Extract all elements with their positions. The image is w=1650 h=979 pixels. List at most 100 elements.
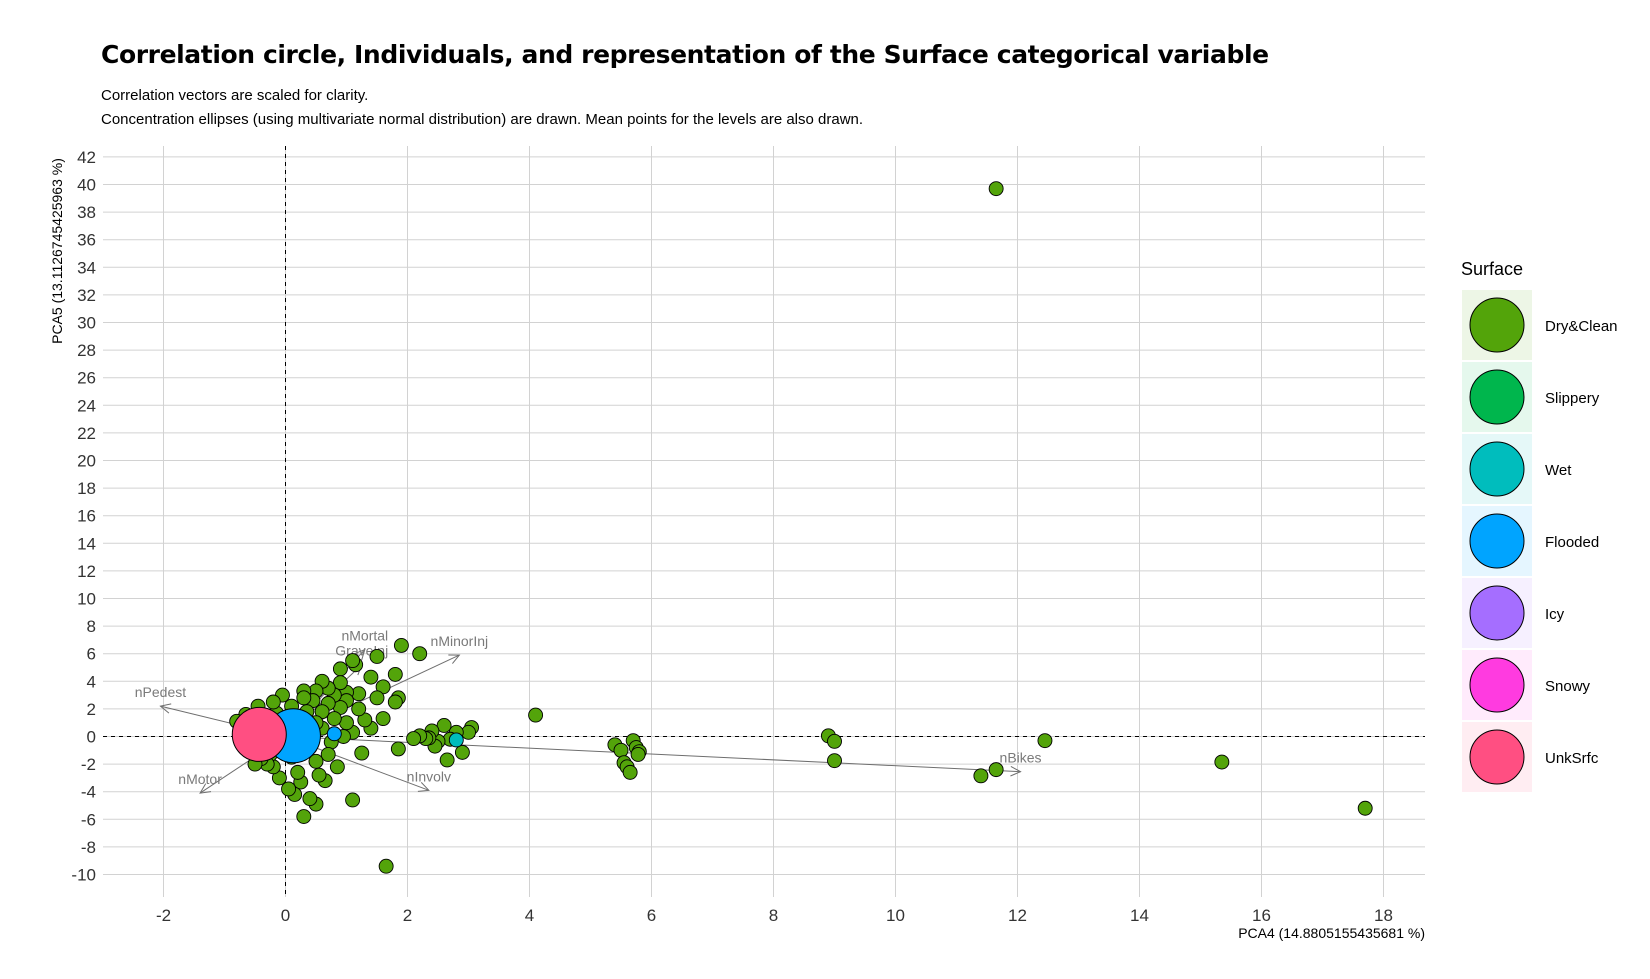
point-dryclean [988, 181, 1004, 197]
point-dryclean [302, 791, 318, 807]
point-dryclean [369, 690, 385, 706]
individual-points [229, 181, 1373, 874]
legend-key-swatch [1469, 657, 1525, 713]
x-tick-label: 4 [525, 906, 534, 925]
x-tick-label: 12 [1008, 906, 1027, 925]
point-dryclean [528, 707, 544, 723]
point-dryclean [369, 649, 385, 664]
point-dryclean [351, 701, 367, 717]
x-tick-label: 16 [1252, 906, 1271, 925]
point-dryclean [378, 858, 394, 874]
point-dryclean [296, 690, 312, 706]
x-axis-title: PCA4 (14.8805155435681 %) [1238, 925, 1425, 941]
point-dryclean [290, 764, 306, 780]
legend-key-swatch [1469, 369, 1525, 425]
point-dryclean [613, 742, 629, 758]
legend-key-swatch [1469, 585, 1525, 641]
point-dryclean [363, 669, 379, 685]
vector-label-nMortal: nMortal [341, 628, 388, 644]
point-dryclean [973, 768, 989, 784]
point-dryclean [630, 746, 646, 762]
point-dryclean [1037, 733, 1053, 749]
legend-label: Icy [1545, 606, 1565, 623]
y-tick-label: 38 [77, 203, 96, 222]
point-flooded [326, 726, 342, 742]
mean-point-unksrfc [231, 706, 287, 762]
legend-label: UnkSrfc [1545, 750, 1599, 767]
point-dryclean [390, 741, 406, 757]
y-tick-label: 22 [77, 424, 96, 443]
y-axis-title: PCA5 (13.1126745425963 %) [49, 158, 65, 344]
y-tick-label: -4 [81, 783, 96, 802]
point-dryclean [265, 694, 281, 710]
x-tick-label: 8 [769, 906, 778, 925]
point-dryclean [329, 759, 345, 775]
x-tick-label: 14 [1130, 906, 1149, 925]
y-tick-label: 40 [77, 176, 96, 195]
point-dryclean [354, 745, 370, 761]
y-tick-label: 8 [87, 617, 96, 636]
vector-label-nMinorInj: nMinorInj [431, 633, 489, 649]
vector-label-nInvolv: nInvolv [407, 768, 451, 784]
point-dryclean [345, 653, 361, 669]
y-tick-label: 26 [77, 369, 96, 388]
legend-key-swatch [1469, 441, 1525, 497]
x-tick-label: 10 [886, 906, 905, 925]
point-dryclean [308, 753, 324, 769]
legend-title: Surface [1461, 259, 1523, 279]
point-dryclean [332, 661, 348, 677]
point-dryclean [622, 764, 638, 780]
vector-arrowhead [354, 648, 366, 661]
y-tick-label: -2 [81, 755, 96, 774]
legend-key-swatch [1469, 513, 1525, 569]
legend-label: Snowy [1545, 678, 1591, 695]
y-tick-label: 30 [77, 314, 96, 333]
point-dryclean [439, 752, 455, 768]
x-tick-label: 0 [281, 906, 290, 925]
point-dryclean [412, 646, 428, 662]
y-tick-label: 14 [77, 534, 96, 553]
vector-arrowhead [417, 782, 430, 792]
legend-label: Slippery [1545, 390, 1600, 407]
point-dryclean [387, 694, 403, 710]
y-tick-label: 24 [77, 396, 96, 415]
chart-title: Correlation circle, Individuals, and rep… [101, 40, 1269, 69]
mean-points [231, 706, 321, 764]
vector-arrowhead [1010, 765, 1022, 777]
point-dryclean [988, 762, 1004, 778]
point-dryclean [311, 767, 327, 783]
y-tick-label: 18 [77, 479, 96, 498]
y-tick-label: 28 [77, 341, 96, 360]
x-tick-label: 18 [1374, 906, 1393, 925]
point-dryclean [320, 746, 336, 762]
y-tick-label: 20 [77, 452, 96, 471]
point-dryclean [827, 753, 842, 769]
y-tick-label: 0 [87, 728, 96, 747]
y-tick-label: 34 [77, 258, 96, 277]
vector-label-nMotor: nMotor [178, 771, 222, 787]
point-dryclean [296, 809, 312, 824]
y-tick-label: -8 [81, 838, 96, 857]
legend-key-swatch [1469, 729, 1525, 785]
y-tick-label: 2 [87, 700, 96, 719]
vector-arrowhead [159, 703, 172, 714]
point-dryclean [332, 675, 348, 691]
y-tick-label: 42 [77, 148, 96, 167]
y-tick-label: -6 [81, 810, 96, 829]
point-dryclean [406, 731, 422, 747]
point-dryclean [387, 666, 403, 682]
point-dryclean [1357, 800, 1373, 816]
point-dryclean [393, 637, 409, 653]
point-dryclean [375, 711, 391, 727]
y-tick-label: 32 [77, 286, 96, 305]
legend-key-swatch [1469, 297, 1525, 353]
vector-arrowhead [448, 654, 461, 664]
y-tick-label: 12 [77, 562, 96, 581]
y-tick-label: 16 [77, 507, 96, 526]
x-tick-label: -2 [156, 906, 171, 925]
vector-label-nPedest: nPedest [135, 684, 186, 700]
vector-arrowhead [199, 783, 212, 794]
axis-ticks: -2 0 2 4 6 8 10 12 14 16 18-10-8-6-4-2024681012141… [71, 148, 1393, 925]
point-dryclean [345, 792, 361, 808]
